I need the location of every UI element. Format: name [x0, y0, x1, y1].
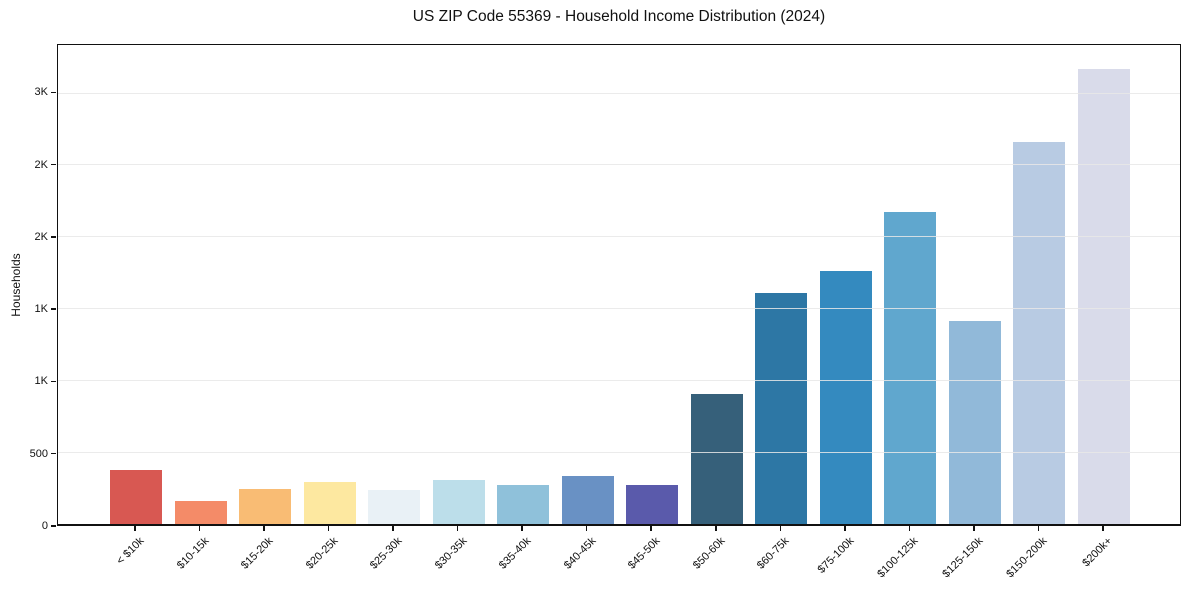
x-tick [456, 526, 459, 531]
y-tick [51, 380, 56, 383]
x-tick [521, 526, 523, 531]
x-tick [392, 526, 394, 531]
bar [303, 482, 356, 524]
x-tick [650, 526, 652, 531]
bar [1077, 68, 1130, 524]
bar [432, 480, 485, 524]
x-tick [1037, 526, 1040, 531]
y-tick-label: 3K [34, 86, 48, 99]
bar [755, 292, 808, 524]
x-tick [198, 526, 201, 531]
x-tick [908, 526, 911, 531]
x-tick [1102, 526, 1104, 531]
bar [239, 488, 292, 524]
x-tick [134, 526, 136, 531]
bar [690, 394, 743, 524]
y-tick [51, 236, 56, 238]
x-tick [327, 526, 330, 531]
y-tick [51, 525, 56, 527]
y-tick [51, 452, 56, 455]
gridline [58, 308, 1180, 310]
x-tick [263, 526, 265, 531]
x-tick [844, 526, 846, 531]
bar [819, 270, 872, 524]
x-tick [585, 526, 588, 531]
x-tick [973, 526, 975, 531]
chart-title: US ZIP Code 55369 - Household Income Dis… [412, 8, 826, 25]
y-tick-label: 1K [34, 375, 48, 388]
gridline [58, 236, 1180, 238]
y-tick [51, 163, 56, 166]
bar [948, 321, 1001, 524]
bar [1013, 141, 1066, 524]
gridline [58, 451, 1180, 453]
bar [884, 212, 937, 524]
plot-area [57, 44, 1181, 526]
gridline [58, 379, 1180, 381]
y-tick-label: 2K [34, 158, 48, 171]
y-tick [51, 308, 56, 310]
x-tick [779, 526, 782, 531]
bar [626, 484, 679, 524]
gridline [58, 92, 1180, 94]
x-tick-label: < $10k [114, 535, 147, 568]
x-tick [715, 526, 717, 531]
bar [368, 489, 421, 524]
y-tick [51, 91, 56, 94]
bar [174, 501, 227, 524]
y-tick-label: 0 [41, 520, 48, 532]
bar [497, 484, 550, 524]
gridline [58, 164, 1180, 166]
y-tick-label: 2K [34, 230, 48, 243]
bar [561, 475, 614, 524]
y-tick-label: 1K [34, 303, 48, 316]
y-tick-label: 500 [29, 447, 48, 460]
bar [110, 470, 162, 524]
